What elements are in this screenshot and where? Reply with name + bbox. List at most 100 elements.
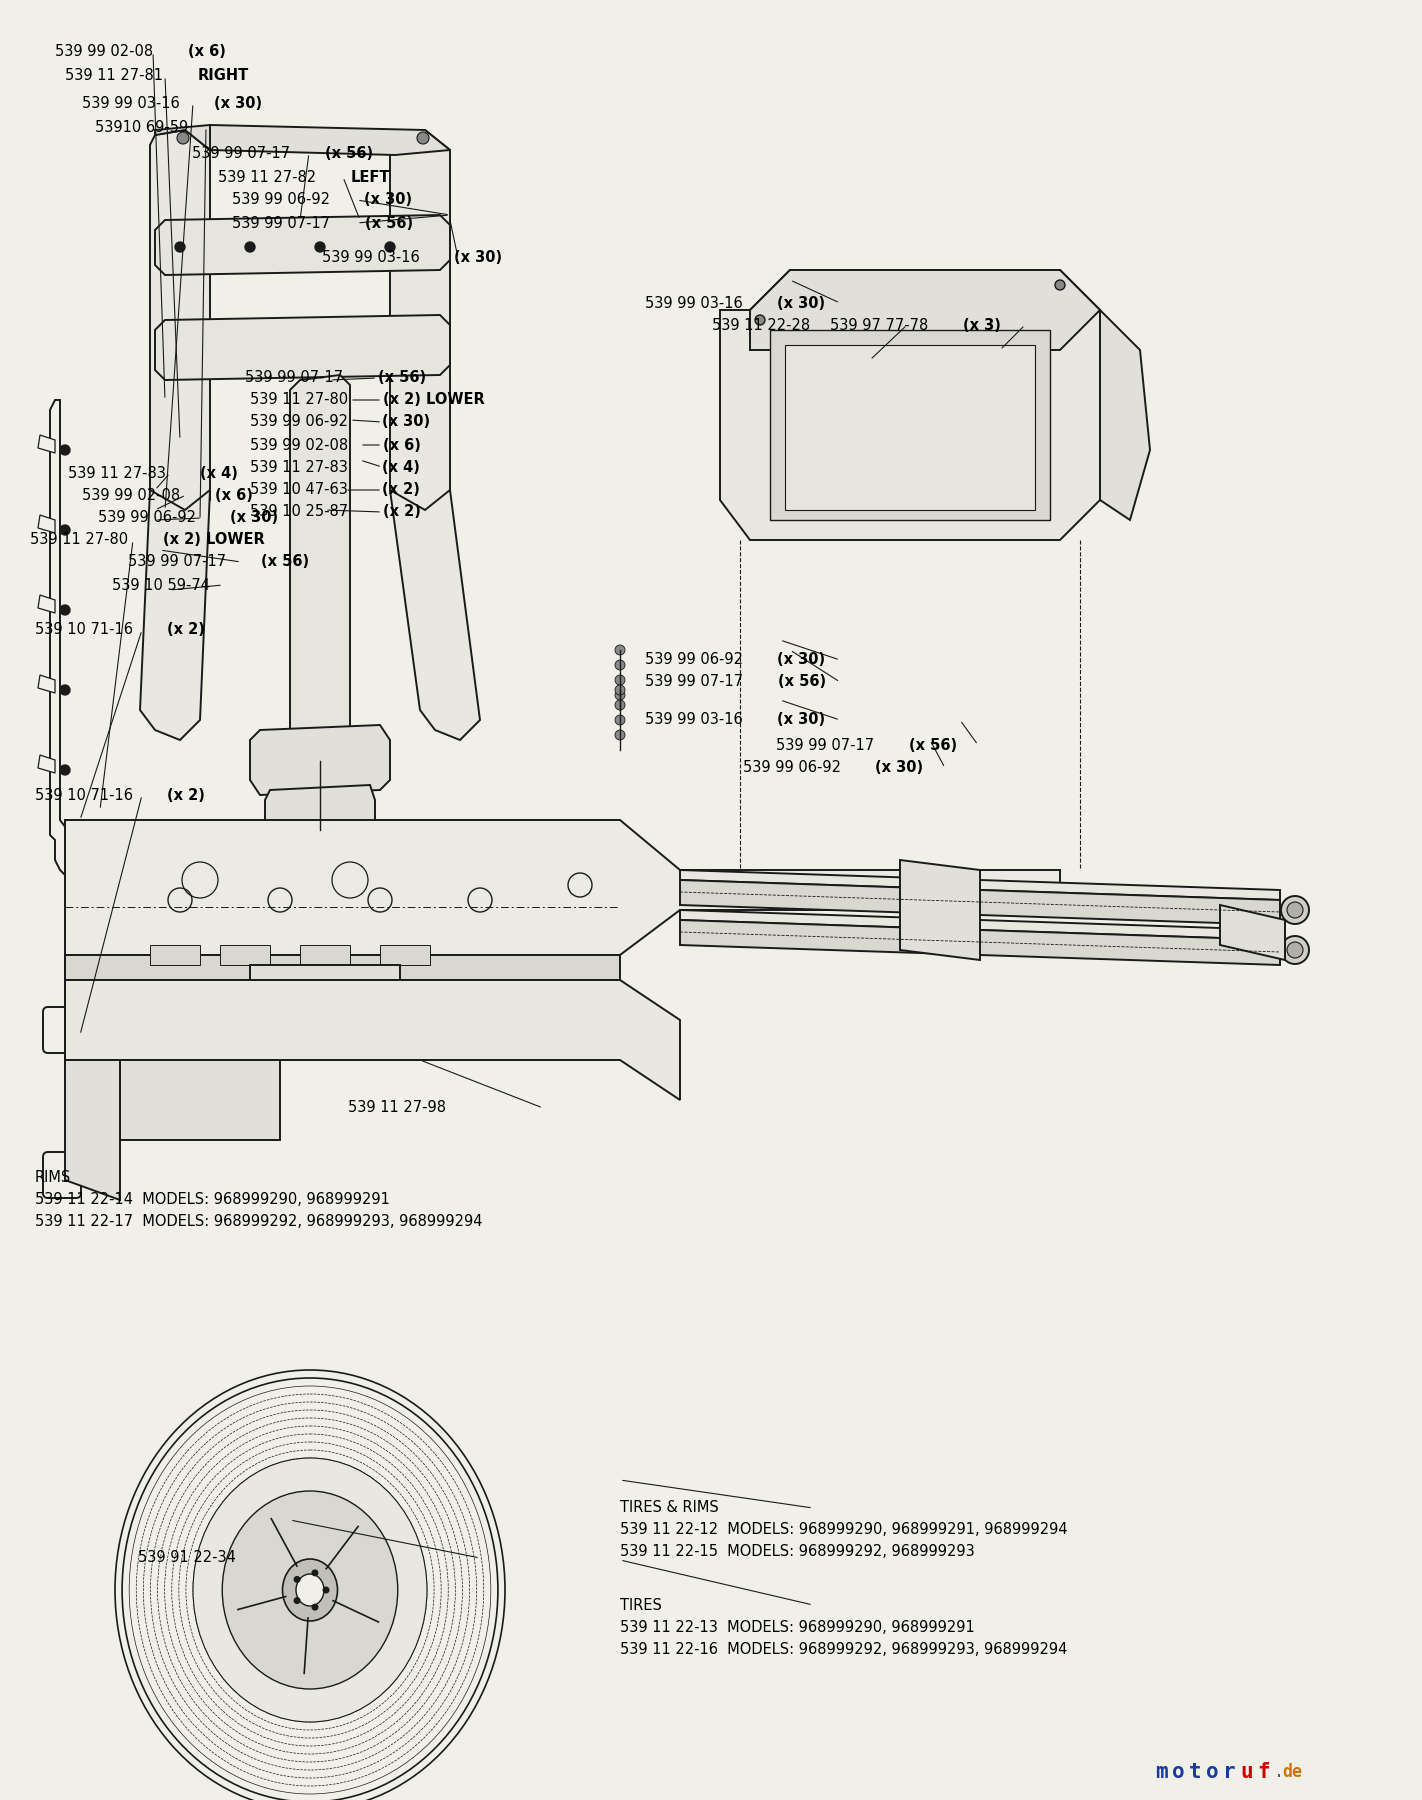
Polygon shape [380, 945, 429, 965]
Text: (x 56): (x 56) [324, 146, 373, 160]
Text: 539 11 27-80: 539 11 27-80 [250, 392, 353, 407]
Text: 539 99 06-92: 539 99 06-92 [744, 760, 846, 776]
Text: 539 99 03-16: 539 99 03-16 [646, 295, 748, 310]
Polygon shape [250, 725, 390, 796]
Text: o: o [1172, 1762, 1185, 1782]
Polygon shape [290, 374, 350, 745]
Circle shape [385, 241, 395, 252]
Text: 539 11 27-83: 539 11 27-83 [250, 459, 353, 475]
Text: 539 91 22-34: 539 91 22-34 [138, 1550, 236, 1566]
Circle shape [614, 700, 626, 709]
Polygon shape [390, 490, 481, 740]
Text: 539 99 03-16: 539 99 03-16 [646, 713, 748, 727]
Circle shape [60, 686, 70, 695]
Text: o: o [1206, 1762, 1219, 1782]
Polygon shape [1220, 905, 1285, 959]
Text: u: u [1240, 1762, 1253, 1782]
Polygon shape [50, 400, 90, 880]
Ellipse shape [1281, 896, 1310, 923]
Text: (x 30): (x 30) [215, 95, 262, 110]
Circle shape [314, 749, 326, 761]
Text: 539 11 22-17  MODELS: 968999292, 968999293, 968999294: 539 11 22-17 MODELS: 968999292, 96899929… [36, 1215, 482, 1229]
Polygon shape [65, 1060, 119, 1201]
Text: (x 4): (x 4) [383, 459, 419, 475]
Polygon shape [390, 130, 449, 509]
Ellipse shape [193, 1458, 427, 1723]
Circle shape [311, 1604, 319, 1611]
Circle shape [175, 241, 185, 252]
Text: (x 2): (x 2) [168, 788, 205, 803]
Polygon shape [680, 920, 1280, 965]
Polygon shape [155, 214, 449, 275]
Polygon shape [65, 979, 680, 1100]
Text: (x 30): (x 30) [776, 295, 825, 310]
Polygon shape [300, 945, 350, 965]
Ellipse shape [296, 1573, 324, 1606]
Text: 539 99 07-17: 539 99 07-17 [232, 216, 334, 230]
Text: (x 30): (x 30) [383, 414, 431, 430]
Polygon shape [680, 869, 1280, 900]
Text: (x 2) LOWER: (x 2) LOWER [162, 533, 264, 547]
Text: 539 11 27-81: 539 11 27-81 [65, 68, 168, 83]
Text: 539 99 07-17: 539 99 07-17 [192, 146, 294, 160]
Polygon shape [680, 880, 1280, 925]
Circle shape [614, 689, 626, 700]
Text: 539 11 27-80: 539 11 27-80 [30, 533, 132, 547]
Text: TIRES: TIRES [620, 1598, 661, 1613]
Circle shape [60, 526, 70, 535]
Text: 539 99 06-92: 539 99 06-92 [250, 414, 353, 430]
Text: 539 10 59-74: 539 10 59-74 [112, 578, 210, 592]
Text: LEFT: LEFT [351, 169, 390, 185]
Text: 539 10 25-87: 539 10 25-87 [250, 504, 353, 520]
Text: 539 11 27-98: 539 11 27-98 [348, 1100, 447, 1116]
Text: 539 10 71-16: 539 10 71-16 [36, 788, 138, 803]
Polygon shape [155, 315, 449, 380]
Polygon shape [149, 945, 201, 965]
Text: de: de [1283, 1762, 1303, 1780]
Polygon shape [139, 490, 210, 740]
Text: (x 56): (x 56) [778, 675, 826, 689]
Circle shape [614, 686, 626, 695]
Polygon shape [65, 821, 1059, 956]
Text: 539 99 03-16: 539 99 03-16 [82, 95, 185, 110]
Text: 539 11 22-14  MODELS: 968999290, 968999291: 539 11 22-14 MODELS: 968999290, 96899929… [36, 1192, 390, 1208]
Text: 539 11 22-15  MODELS: 968999292, 968999293: 539 11 22-15 MODELS: 968999292, 96899929… [620, 1544, 974, 1559]
Polygon shape [155, 124, 235, 149]
Ellipse shape [1287, 902, 1303, 918]
Text: (x 30): (x 30) [778, 653, 826, 668]
Text: (x 2): (x 2) [168, 623, 205, 637]
Circle shape [614, 661, 626, 670]
Polygon shape [720, 270, 1101, 540]
Text: (x 6): (x 6) [188, 45, 226, 59]
Polygon shape [210, 124, 449, 155]
Text: (x 30): (x 30) [364, 193, 412, 207]
Text: TIRES & RIMS: TIRES & RIMS [620, 1501, 718, 1516]
Text: 539 99 06-92: 539 99 06-92 [232, 193, 334, 207]
Text: (x 3): (x 3) [963, 317, 1001, 333]
Polygon shape [65, 956, 139, 1091]
Text: (x 2) LOWER: (x 2) LOWER [383, 392, 485, 407]
Text: 539 97 77-78: 539 97 77-78 [830, 317, 933, 333]
Text: m: m [1155, 1762, 1167, 1782]
Text: (x 6): (x 6) [383, 437, 421, 452]
Text: (x 56): (x 56) [364, 216, 412, 230]
Text: 539 99 07-17: 539 99 07-17 [128, 554, 230, 569]
Text: (x 4): (x 4) [201, 466, 237, 481]
Text: (x 30): (x 30) [230, 511, 279, 526]
Text: (x 2): (x 2) [383, 482, 419, 497]
Text: 539 99 06-92: 539 99 06-92 [98, 511, 201, 526]
Text: 539 99 02-08: 539 99 02-08 [55, 45, 158, 59]
Text: 539 11 22-28: 539 11 22-28 [712, 317, 811, 333]
Circle shape [614, 731, 626, 740]
Text: (x 2): (x 2) [383, 504, 421, 520]
Polygon shape [680, 911, 1280, 940]
Circle shape [323, 1586, 330, 1593]
Text: 53910 69-59: 53910 69-59 [95, 119, 188, 135]
Polygon shape [38, 515, 55, 533]
Text: RIGHT: RIGHT [198, 68, 249, 83]
Polygon shape [1101, 310, 1150, 520]
Polygon shape [749, 270, 1101, 349]
Text: t: t [1189, 1762, 1202, 1782]
Circle shape [60, 765, 70, 776]
Polygon shape [785, 346, 1035, 509]
